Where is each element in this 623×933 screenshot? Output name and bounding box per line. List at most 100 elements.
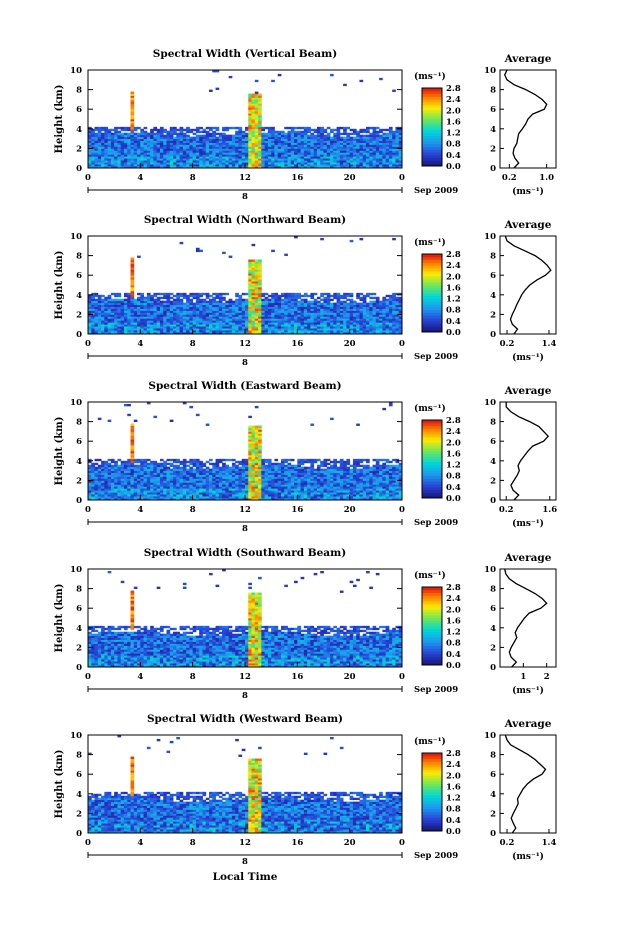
heatmap-cell [202,129,206,131]
heatmap-cell [258,94,262,96]
heatmap-cell [176,133,180,135]
heatmap-cell [98,418,102,420]
heatmap-cell [389,295,393,297]
heatmap-cell [111,133,115,135]
heatmap-cell [212,297,216,299]
heatmap-cell [222,127,226,129]
heatmap-cell [95,293,99,295]
heatmap-cell [245,299,249,301]
heatmap-cell [307,301,311,303]
heatmap-cell [301,295,305,297]
heatmap-cell [219,133,223,135]
heatmap-cell [366,135,370,137]
heatmap-cell [157,463,161,465]
heatmap-cell [320,127,324,129]
heatmap-cell [271,250,275,252]
heatmap-cell [137,133,141,135]
heatmap-cell [324,135,328,137]
heatmap-cell [248,94,252,96]
heatmap-cell [324,293,328,295]
heatmap-cell [369,127,373,129]
heatmap-cell [137,459,141,461]
heatmap-cell [265,293,269,295]
heatmap-cell [117,299,121,301]
profile-y-tick-label: 6 [490,105,496,115]
heatmap-cell [101,299,105,301]
heatmap-cell [153,127,157,129]
heatmap-cell [91,463,95,465]
heatmap-cell [153,293,157,295]
heatmap-cell [307,135,311,137]
heatmap-cell [317,127,321,129]
heatmap-cell [359,129,363,131]
heatmap-cell [324,129,328,131]
heatmap-cell [307,127,311,129]
colorbar-unit: (ms⁻¹) [414,71,446,82]
heatmap-cell [291,127,295,129]
heatmap-cell [235,293,239,295]
heatmap-cell [284,133,288,135]
profile-title: Average [504,53,552,65]
heatmap-cell [356,293,360,295]
heatmap-cell [189,137,193,139]
colorbar-tick-label: 2.4 [446,95,461,105]
date-label: Sep 2009 [414,352,458,362]
heatmap-cell [268,299,272,301]
heatmap-cell [314,129,318,131]
heatmap-cell [167,293,171,295]
heatmap-cell [330,74,334,76]
day-label: 8 [242,192,248,202]
heatmap-cell [232,127,236,129]
heatmap-cell [163,293,167,295]
x-tick-label: 16 [291,339,303,349]
heatmap-cell [124,133,128,135]
heatmap-cell [167,131,171,133]
heatmap-cell [206,127,210,129]
heatmap-cell [291,293,295,295]
heatmap-cell [324,297,328,299]
x-tick-label: 12 [239,173,251,183]
heatmap-cell [363,135,367,137]
profile-y-tick-label: 4 [490,291,496,301]
heatmap-cell [258,260,262,262]
heatmap-cell [359,297,363,299]
heatmap-cell [310,293,314,295]
heatmap-cell [359,135,363,137]
heatmap-cell [310,129,314,131]
heatmap-cell [160,297,164,299]
heatmap-cell [216,127,220,129]
heatmap-cell [209,463,213,465]
heatmap-cell [170,463,174,465]
heatmap-cell [271,293,275,295]
heatmap-cell [170,420,174,422]
profile-y-tick-label: 8 [490,252,496,262]
heatmap-cell [216,88,220,90]
heatmap-cell [340,301,344,303]
heatmap-cell [124,293,128,295]
heatmap-cell [167,467,171,469]
heatmap-cell [98,465,102,467]
heatmap-cell [153,133,157,135]
heatmap-cell [127,404,131,406]
heatmap-cell [278,295,282,297]
heatmap-cell [170,459,174,461]
heatmap-cell [173,137,177,139]
x-tick-label: 8 [190,173,196,183]
heatmap-cell [363,295,367,297]
heatmap-cell [98,459,102,461]
heatmap-cell [117,127,121,129]
heatmap-cell [189,406,193,408]
heatmap-cell [160,293,164,295]
heatmap-cell [265,133,269,135]
heatmap-cell [134,465,138,467]
heatmap-cell [193,469,197,471]
y-tick-label: 6 [76,105,82,115]
heatmap-cell [157,129,161,131]
heatmap-cell [121,127,125,129]
heatmap-cell [157,293,161,295]
heatmap-cell [284,254,288,256]
heatmap-cell [183,133,187,135]
heatmap-cell [111,459,115,461]
profile-x-tick-label: 0.2 [502,173,517,183]
heatmap-cell [111,129,115,131]
